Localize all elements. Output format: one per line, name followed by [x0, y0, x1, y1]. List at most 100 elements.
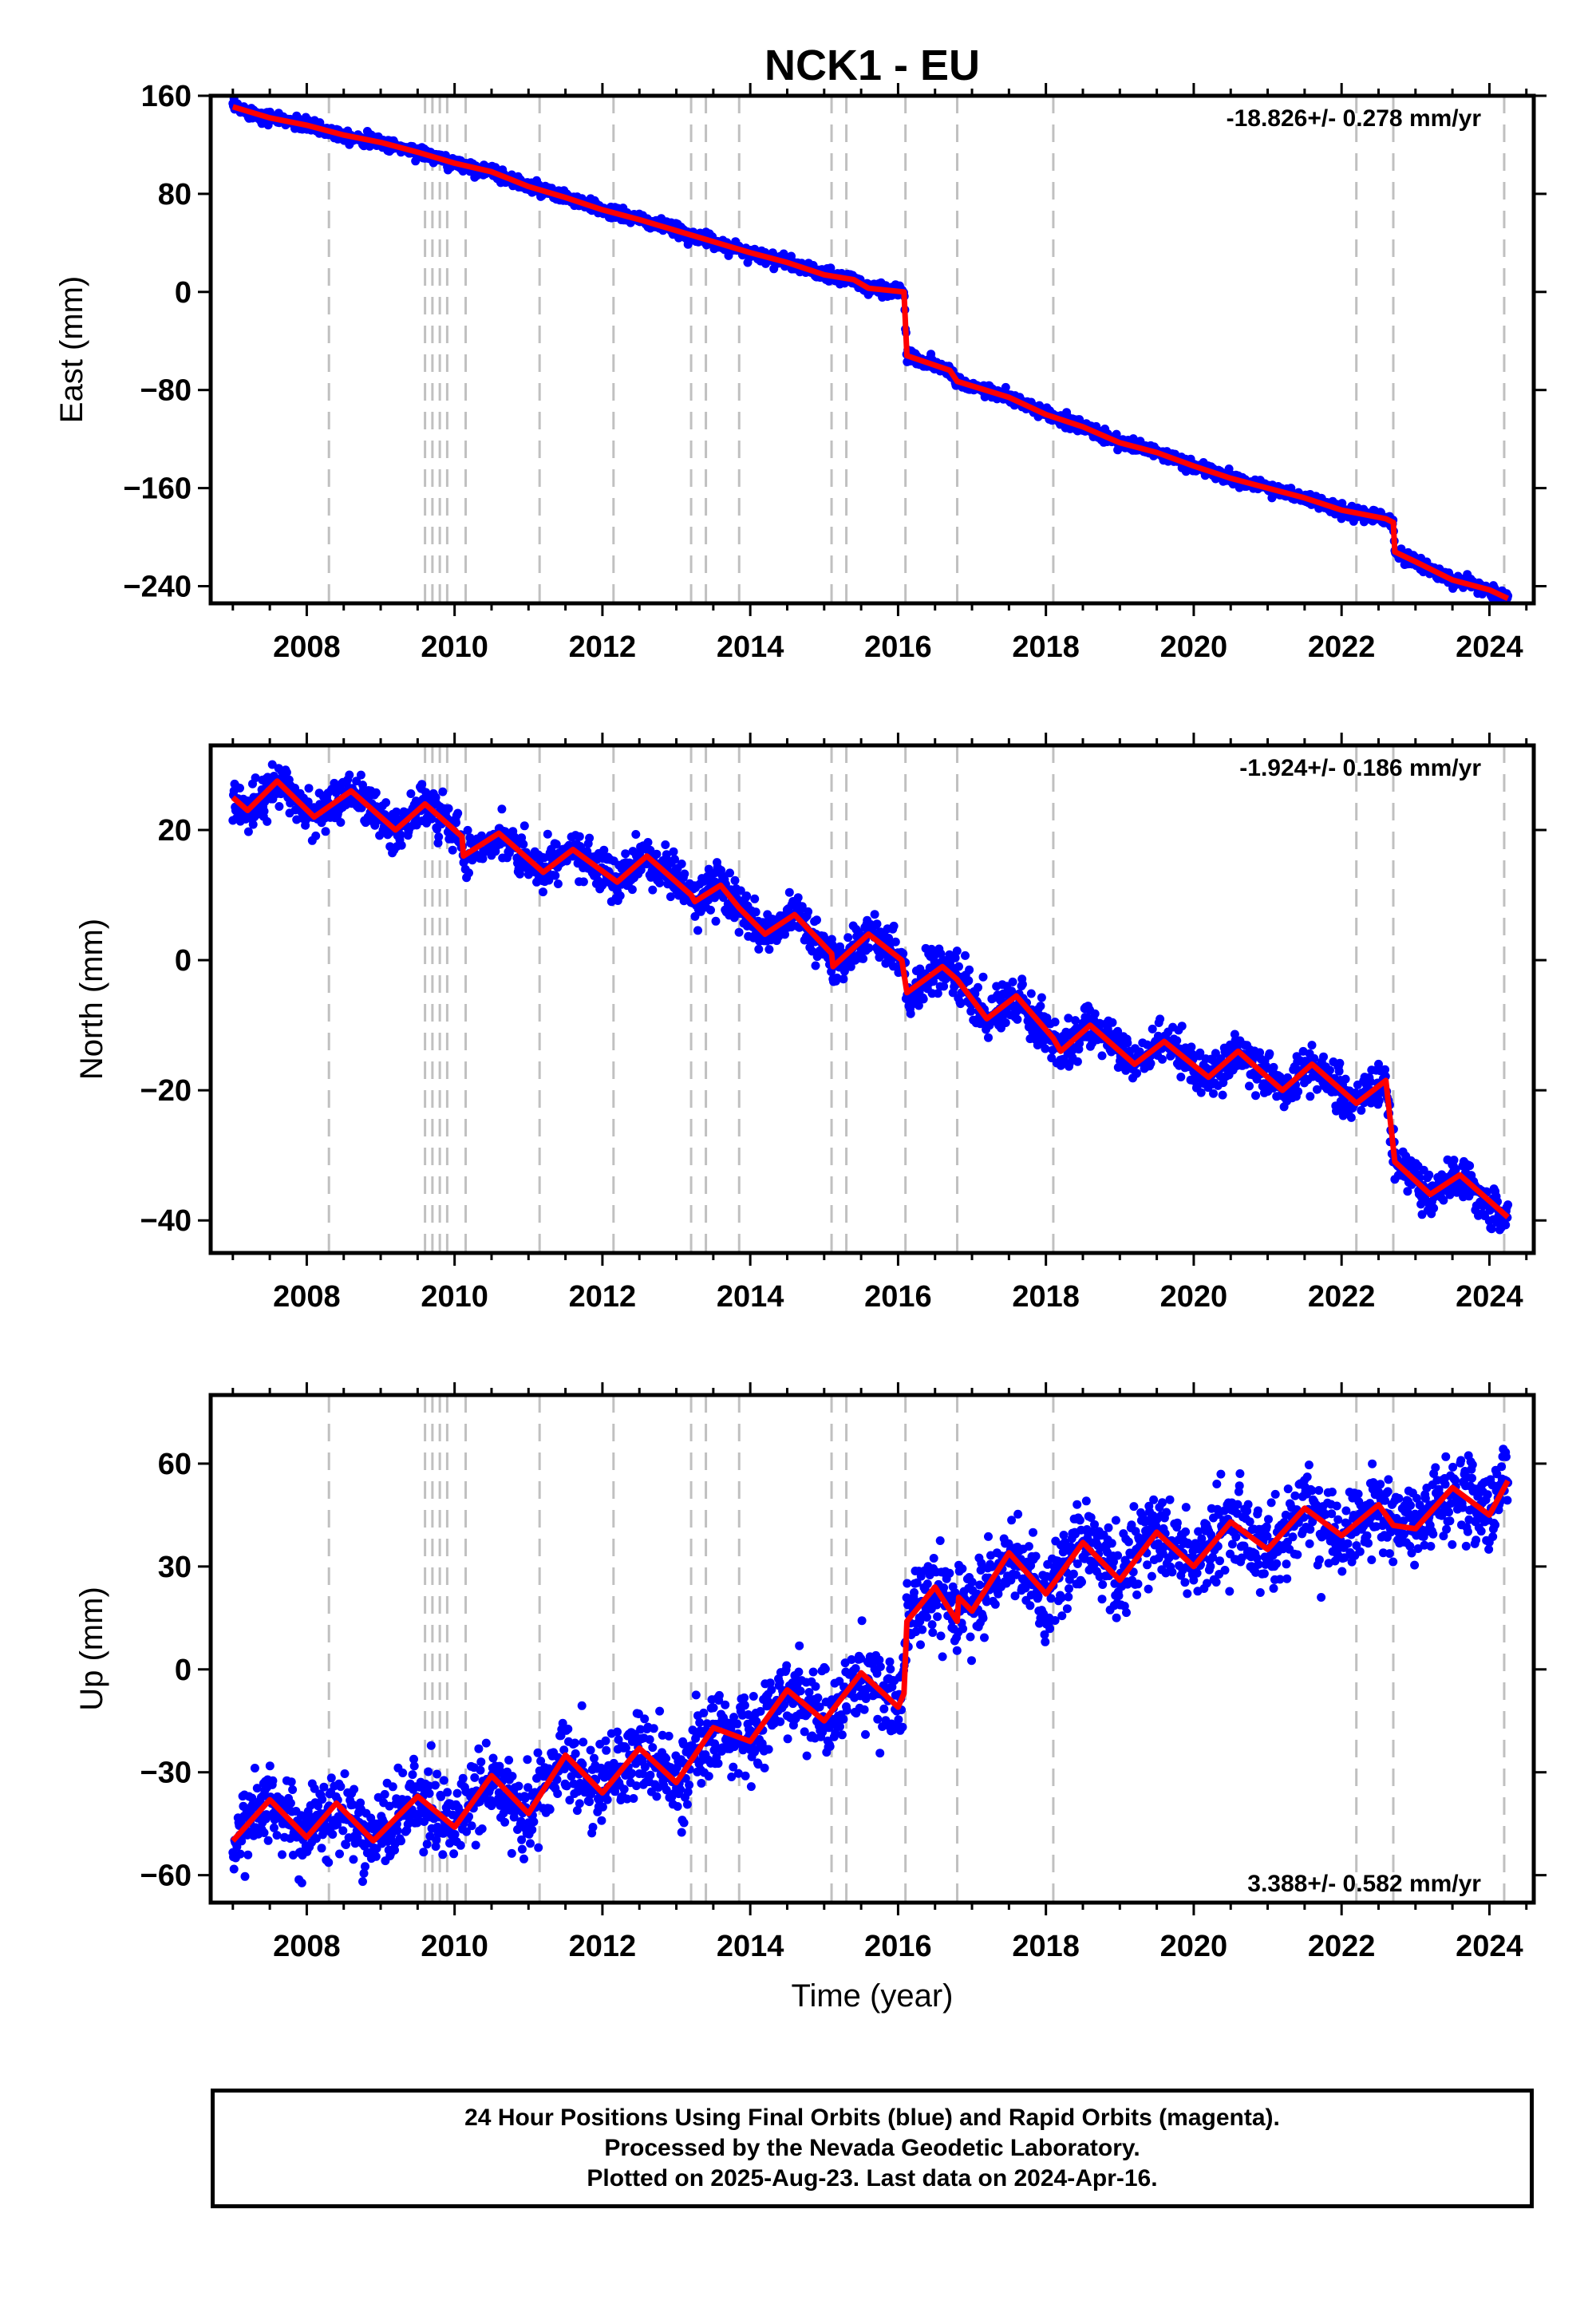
north-position-point: [939, 982, 949, 991]
north-position-point: [497, 804, 507, 814]
north-position-point: [336, 818, 346, 827]
north-position-point: [1008, 977, 1017, 986]
north-position-point: [1313, 1085, 1321, 1094]
north-position-point: [575, 832, 584, 841]
north-position-point: [891, 937, 900, 947]
east-x-tick-label: 2010: [421, 630, 488, 664]
east-x-tick-label: 2012: [569, 630, 637, 664]
north-position-point: [371, 788, 381, 797]
north-position-point: [1346, 1113, 1356, 1122]
north-position-point: [965, 965, 974, 974]
up-position-point: [288, 1785, 298, 1794]
north-x-tick-label: 2022: [1308, 1280, 1376, 1314]
up-position-point: [229, 1864, 239, 1874]
north-position-point: [906, 1009, 915, 1018]
north-position-point: [551, 840, 561, 849]
north-position-point: [1334, 1066, 1344, 1076]
north-position-point: [797, 902, 807, 911]
north-position-point: [1269, 1062, 1278, 1072]
east-x-tick-label: 2018: [1012, 630, 1080, 664]
east-x-tick-label: 2008: [273, 630, 341, 664]
north-position-point: [352, 777, 361, 786]
north-position-point: [764, 945, 774, 954]
north-position-point: [693, 926, 702, 935]
north-position-point: [448, 845, 457, 855]
up-position-point: [268, 1776, 278, 1785]
north-position-point: [290, 784, 299, 792]
up-position-point: [333, 1820, 342, 1829]
up-position-point: [348, 1800, 358, 1809]
north-position-point: [670, 855, 679, 864]
up-position-point: [335, 1849, 344, 1859]
north-position-point: [1265, 1049, 1274, 1058]
north-position-point: [918, 994, 928, 1004]
up-position-point: [409, 1754, 418, 1764]
east-y-axis-label: East (mm): [54, 276, 89, 423]
up-position-point: [371, 1852, 381, 1861]
north-position-point: [1429, 1203, 1439, 1213]
north-x-tick-label: 2014: [717, 1280, 784, 1314]
up-position-point: [398, 1769, 408, 1777]
north-position-point: [417, 780, 427, 789]
north-position-point: [519, 840, 528, 849]
north-position-point: [397, 840, 406, 850]
north-position-point: [956, 999, 966, 1009]
north-position-point: [711, 916, 721, 926]
north-position-point: [643, 838, 653, 847]
north-position-point: [1036, 1002, 1045, 1011]
up-position-point: [319, 1782, 329, 1792]
north-position-point: [427, 814, 437, 824]
north-position-point: [392, 807, 401, 816]
north-position-point: [827, 967, 836, 976]
up-position-point: [328, 1830, 338, 1839]
up-position-point: [393, 1826, 402, 1836]
up-position-point: [349, 1855, 358, 1864]
up-position-point: [388, 1782, 397, 1792]
north-x-tick-label: 2008: [273, 1280, 341, 1314]
north-position-point: [1148, 1024, 1157, 1034]
up-position-point: [340, 1769, 350, 1778]
north-position-point: [680, 869, 689, 879]
up-position-point: [265, 1761, 275, 1771]
north-position-point: [1123, 1038, 1132, 1048]
north-position-point: [914, 1001, 923, 1010]
north-position-point: [539, 887, 547, 897]
east-daily-positions: [228, 96, 1513, 603]
north-position-point: [1357, 1105, 1366, 1115]
north-position-point: [275, 802, 284, 811]
north-position-point: [1050, 1018, 1060, 1027]
north-position-point: [811, 961, 820, 970]
north-position-point: [964, 976, 974, 986]
east-x-tick-label: 2022: [1308, 630, 1376, 664]
north-y-tick-label: 20: [158, 814, 192, 848]
north-position-point: [519, 821, 529, 831]
north-position-point: [1001, 1018, 1010, 1027]
north-daily-positions: [228, 760, 1513, 1235]
north-position-point: [730, 875, 740, 885]
north-position-point: [1245, 1081, 1254, 1091]
north-position-point: [539, 853, 549, 863]
up-position-point: [380, 1789, 389, 1799]
north-position-point: [978, 972, 988, 982]
north-position-point: [627, 885, 637, 895]
north-position-point: [870, 910, 879, 919]
up-position-point: [252, 1784, 262, 1793]
north-position-point: [677, 860, 686, 868]
north-position-point: [263, 816, 272, 826]
north-position-point: [1275, 1072, 1285, 1081]
north-position-point: [615, 891, 625, 900]
north-position-point: [243, 827, 253, 836]
east-y-tick-label: 80: [158, 178, 192, 211]
up-position-point: [361, 1862, 369, 1871]
up-position-point: [324, 1858, 334, 1867]
north-position-point: [1026, 989, 1036, 998]
north-position-point: [1158, 1054, 1167, 1064]
figure-title: NCK1 - EU: [764, 41, 980, 89]
north-position-point: [1251, 1091, 1260, 1101]
up-position-point: [358, 1877, 367, 1887]
north-position-point: [1449, 1156, 1459, 1165]
north-position-point: [553, 879, 563, 888]
up-position-point: [278, 1850, 286, 1860]
